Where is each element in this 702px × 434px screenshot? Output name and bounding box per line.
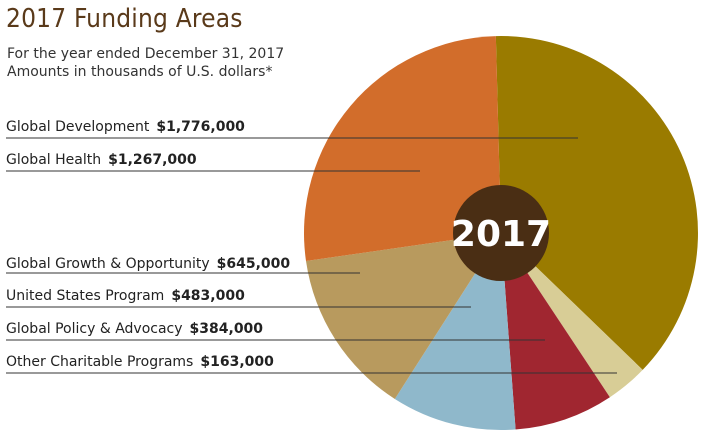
chart-subtitle-units: Amounts in thousands of U.S. dollars*: [7, 64, 273, 80]
pie-slice-global-policy-and-advocacy: [501, 233, 610, 430]
legend-name-united-states-program: United States Program: [6, 288, 164, 304]
pie-center-year: 2017: [451, 214, 551, 255]
pie-slice-united-states-program: [394, 233, 516, 431]
legend-name-global-health: Global Health: [6, 152, 101, 168]
pie-slice-global-development: [495, 36, 698, 370]
pie-slice-other-charitable-programs: [501, 233, 643, 398]
chart-subtitle-period: For the year ended December 31, 2017: [7, 46, 285, 62]
legend-label-united-states-program: United States Program $483,000: [6, 288, 245, 304]
legend-name-other-charitable-programs: Other Charitable Programs: [6, 354, 193, 370]
legend-label-global-health: Global Health $1,267,000: [6, 152, 197, 168]
chart-title: 2017 Funding Areas: [6, 4, 243, 34]
legend-value-global-policy-and-advocacy: $384,000: [190, 321, 264, 337]
pie-slice-global-growth-and-opportunity: [306, 233, 501, 399]
legend-value-global-growth-and-opportunity: $645,000: [217, 256, 291, 272]
legend-name-global-growth-and-opportunity: Global Growth & Opportunity: [6, 256, 210, 272]
pie-center-circle: [453, 185, 549, 281]
legend-name-global-policy-and-advocacy: Global Policy & Advocacy: [6, 321, 183, 337]
legend-label-global-growth-and-opportunity: Global Growth & Opportunity $645,000: [6, 256, 290, 272]
legend-label-other-charitable-programs: Other Charitable Programs $163,000: [6, 354, 274, 370]
pie-slice-global-health: [303, 36, 501, 262]
legend-value-global-health: $1,267,000: [108, 152, 197, 168]
legend-label-global-policy-and-advocacy: Global Policy & Advocacy $384,000: [6, 321, 263, 337]
legend-label-global-development: Global Development $1,776,000: [6, 119, 245, 135]
legend-value-other-charitable-programs: $163,000: [200, 354, 274, 370]
legend-value-united-states-program: $483,000: [171, 288, 245, 304]
legend-name-global-development: Global Development: [6, 119, 150, 135]
legend-value-global-development: $1,776,000: [156, 119, 245, 135]
